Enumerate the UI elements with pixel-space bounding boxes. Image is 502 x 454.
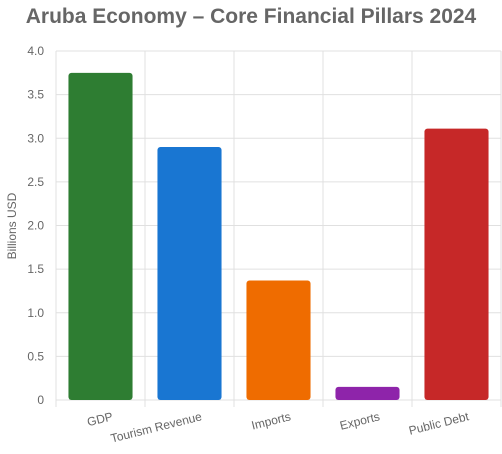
y-tick-label: 2.0 — [27, 219, 44, 233]
y-tick-label: 1.5 — [27, 262, 44, 276]
x-tick-label: GDP — [86, 409, 115, 429]
x-tick-label: Exports — [338, 409, 381, 432]
y-tick-label: 0 — [37, 393, 44, 407]
y-tick-label: 0.5 — [27, 349, 44, 363]
y-tick-label: 3.0 — [27, 131, 44, 145]
y-tick-label: 4.0 — [27, 44, 44, 58]
x-tick-label: Imports — [250, 409, 292, 432]
bar-tourism-revenue — [157, 146, 222, 400]
bar-imports — [246, 280, 311, 400]
bar-public-debt — [424, 128, 489, 400]
chart-title: Aruba Economy – Core Financial Pillars 2… — [25, 5, 477, 28]
bar-gdp — [68, 72, 133, 400]
x-tick-label: Tourism Revenue — [109, 409, 203, 445]
bars — [68, 72, 489, 400]
y-tick-label: 1.0 — [27, 306, 44, 320]
y-tick-label: 2.5 — [27, 175, 44, 189]
y-axis-title: Billions USD — [5, 192, 19, 259]
y-tick-label: 3.5 — [27, 88, 44, 102]
y-tick-labels: 0 0.5 1.0 1.5 2.0 2.5 3.0 3.5 4.0 — [27, 44, 44, 407]
bar-exports — [335, 386, 400, 400]
x-tick-label: Public Debt — [407, 409, 471, 438]
